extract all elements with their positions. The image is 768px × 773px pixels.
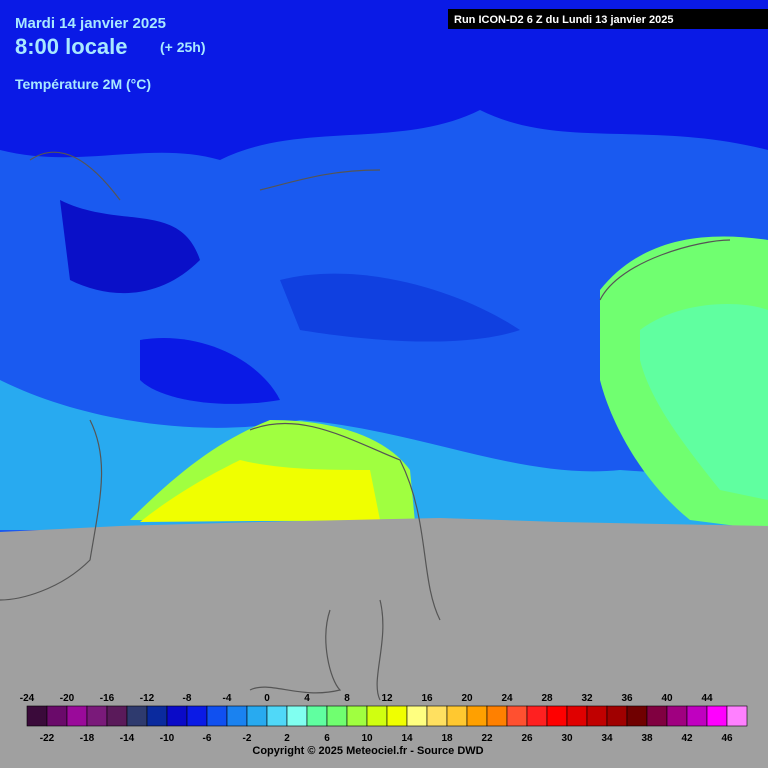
legend-swatch	[406, 705, 428, 727]
legend-label: 44	[701, 693, 713, 704]
legend-swatch	[446, 705, 468, 727]
legend-label: 24	[501, 693, 513, 704]
legend-swatch	[626, 705, 648, 727]
alps-cold	[0, 0, 768, 160]
legend-label: 16	[421, 693, 433, 704]
legend-swatch	[226, 705, 248, 727]
legend-swatch	[186, 705, 208, 727]
legend-swatch	[326, 705, 348, 727]
po-valley	[280, 273, 520, 342]
legend-label: 2	[284, 733, 290, 744]
legend-label: 42	[681, 733, 693, 744]
legend-swatch	[286, 705, 308, 727]
legend-label: 22	[481, 733, 493, 744]
legend-label: 40	[661, 693, 673, 704]
run-box	[448, 9, 768, 29]
legend-swatch	[26, 705, 48, 727]
legend-label: -24	[20, 693, 35, 704]
legend-label: -2	[243, 733, 252, 744]
legend-label: 10	[361, 733, 373, 744]
legend-label: 36	[621, 693, 633, 704]
legend-label: 32	[581, 693, 593, 704]
legend-swatch	[66, 705, 88, 727]
legend-label: 38	[641, 733, 653, 744]
date: Mardi 14 janvier 2025	[15, 15, 166, 32]
legend-label: -18	[80, 733, 95, 744]
lead-time: (+ 25h)	[160, 39, 206, 55]
ligurian-warm	[140, 460, 380, 522]
no-data-area	[0, 518, 768, 768]
legend-swatch	[726, 705, 748, 727]
legend-label: 18	[441, 733, 453, 744]
legend-swatch	[46, 705, 68, 727]
legend-swatch	[126, 705, 148, 727]
legend-swatch	[386, 705, 408, 727]
legend-swatch	[106, 705, 128, 727]
cold-zone	[140, 338, 280, 404]
legend-swatch	[706, 705, 728, 727]
legend-label: 26	[521, 733, 533, 744]
variable: Température 2M (°C)	[15, 76, 151, 92]
legend-label: 34	[601, 733, 613, 744]
legend-label: -10	[160, 733, 175, 744]
legend-label: 46	[721, 733, 733, 744]
legend-label: 20	[461, 693, 473, 704]
legend-label: 14	[401, 733, 413, 744]
legend-swatch	[606, 705, 628, 727]
legend-swatch	[566, 705, 588, 727]
run-info: Run ICON-D2 6 Z du Lundi 13 janvier 2025	[454, 14, 673, 26]
legend-label: -14	[120, 733, 135, 744]
legend-swatch	[546, 705, 568, 727]
legend-label: -8	[183, 693, 192, 704]
legend-label: 8	[344, 693, 350, 704]
legend-label: -4	[223, 693, 232, 704]
legend-swatch	[246, 705, 268, 727]
legend-label: 30	[561, 733, 573, 744]
legend-swatch	[666, 705, 688, 727]
legend-swatch	[206, 705, 228, 727]
legend-swatch	[366, 705, 388, 727]
legend-label: -22	[40, 733, 55, 744]
cold-zone	[60, 200, 200, 294]
time: 8:00 locale	[15, 34, 128, 59]
adriatic-warm	[640, 304, 768, 500]
legend-label: -6	[203, 733, 212, 744]
legend-label: -20	[60, 693, 75, 704]
island-outline	[249, 609, 342, 694]
legend-swatch	[526, 705, 548, 727]
legend-label: 4	[304, 693, 310, 704]
legend: -24 -20 -16 -12 -8 -4 0 4 8 12 16 20 24 28 32 36 40 44-22…	[20, 693, 748, 744]
legend-label: 28	[541, 693, 553, 704]
legend-swatch	[146, 705, 168, 727]
legend-label: 6	[324, 733, 330, 744]
legend-swatch	[346, 705, 368, 727]
legend-swatch	[506, 705, 528, 727]
legend-swatch	[586, 705, 608, 727]
legend-swatch	[646, 705, 668, 727]
legend-label: 0	[264, 693, 270, 704]
legend-swatch	[486, 705, 508, 727]
legend-label: 12	[381, 693, 393, 704]
legend-swatch	[306, 705, 328, 727]
legend-label: -12	[140, 693, 155, 704]
legend-swatch	[426, 705, 448, 727]
legend-swatch	[686, 705, 708, 727]
legend-label: -16	[100, 693, 115, 704]
coastline	[0, 151, 731, 701]
legend-swatch	[466, 705, 488, 727]
copyright: Copyright © 2025 Meteociel.fr - Source D…	[252, 745, 483, 757]
legend-swatch	[266, 705, 288, 727]
legend-swatch	[86, 705, 108, 727]
legend-swatch	[166, 705, 188, 727]
